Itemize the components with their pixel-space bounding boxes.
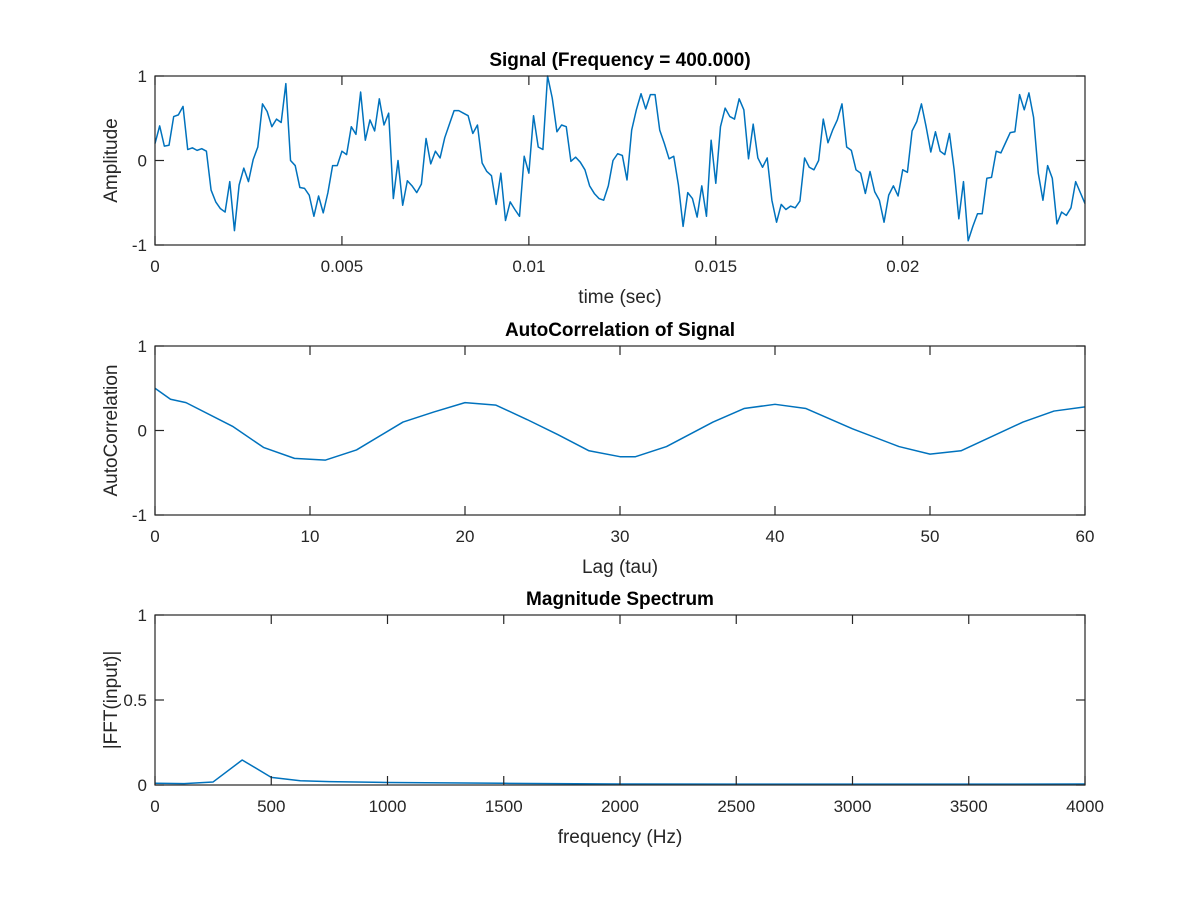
x-tick-label: 1500 [485,797,523,816]
y-tick-label: -1 [132,236,147,255]
x-tick-label: 0 [150,527,159,546]
x-tick-label: 0.015 [695,257,738,276]
x-tick-label: 500 [257,797,285,816]
y-tick-label: 1 [138,337,147,356]
x-tick-label: 10 [301,527,320,546]
x-tick-label: 50 [921,527,940,546]
y-axis-label: |FFT(input)| [101,651,122,750]
y-tick-label: 0 [138,152,147,171]
plot-area [155,615,1085,785]
x-tick-label: 2000 [601,797,639,816]
x-tick-label: 3500 [950,797,988,816]
series-line [154,75,1086,242]
y-tick-label: 0 [138,422,147,441]
chart-title: Signal (Frequency = 400.000) [489,50,750,71]
x-axis-label: time (sec) [578,287,661,308]
y-axis-label: AutoCorrelation [101,364,122,496]
y-tick-label: 0 [138,776,147,795]
plot-area [155,76,1085,245]
y-tick-label: -1 [132,506,147,525]
x-tick-label: 1000 [369,797,407,816]
x-tick-label: 40 [766,527,785,546]
x-tick-label: 0.02 [886,257,919,276]
chart-title: AutoCorrelation of Signal [505,320,735,341]
series-line [154,759,1086,785]
y-axis-label: Amplitude [101,118,122,203]
x-tick-label: 3000 [834,797,872,816]
x-tick-label: 0.01 [512,257,545,276]
x-tick-label: 0 [150,797,159,816]
plot-area [155,346,1085,515]
chart-title: Magnitude Spectrum [526,589,714,610]
x-tick-label: 0 [150,257,159,276]
y-tick-label: 0.5 [123,691,147,710]
x-tick-label: 60 [1076,527,1095,546]
x-tick-label: 2500 [717,797,755,816]
x-axis-label: Lag (tau) [582,557,658,578]
x-tick-label: 4000 [1066,797,1104,816]
x-tick-label: 20 [456,527,475,546]
x-axis-label: frequency (Hz) [558,827,683,848]
x-tick-label: 30 [611,527,630,546]
y-tick-label: 1 [138,606,147,625]
y-tick-label: 1 [138,67,147,86]
subplot-3: 0 500 1000 1500 2000 2500 3000 3500 4000 0 0.5 1 Mag… [101,589,1104,848]
series-line [154,387,1086,461]
x-tick-label: 0.005 [321,257,364,276]
